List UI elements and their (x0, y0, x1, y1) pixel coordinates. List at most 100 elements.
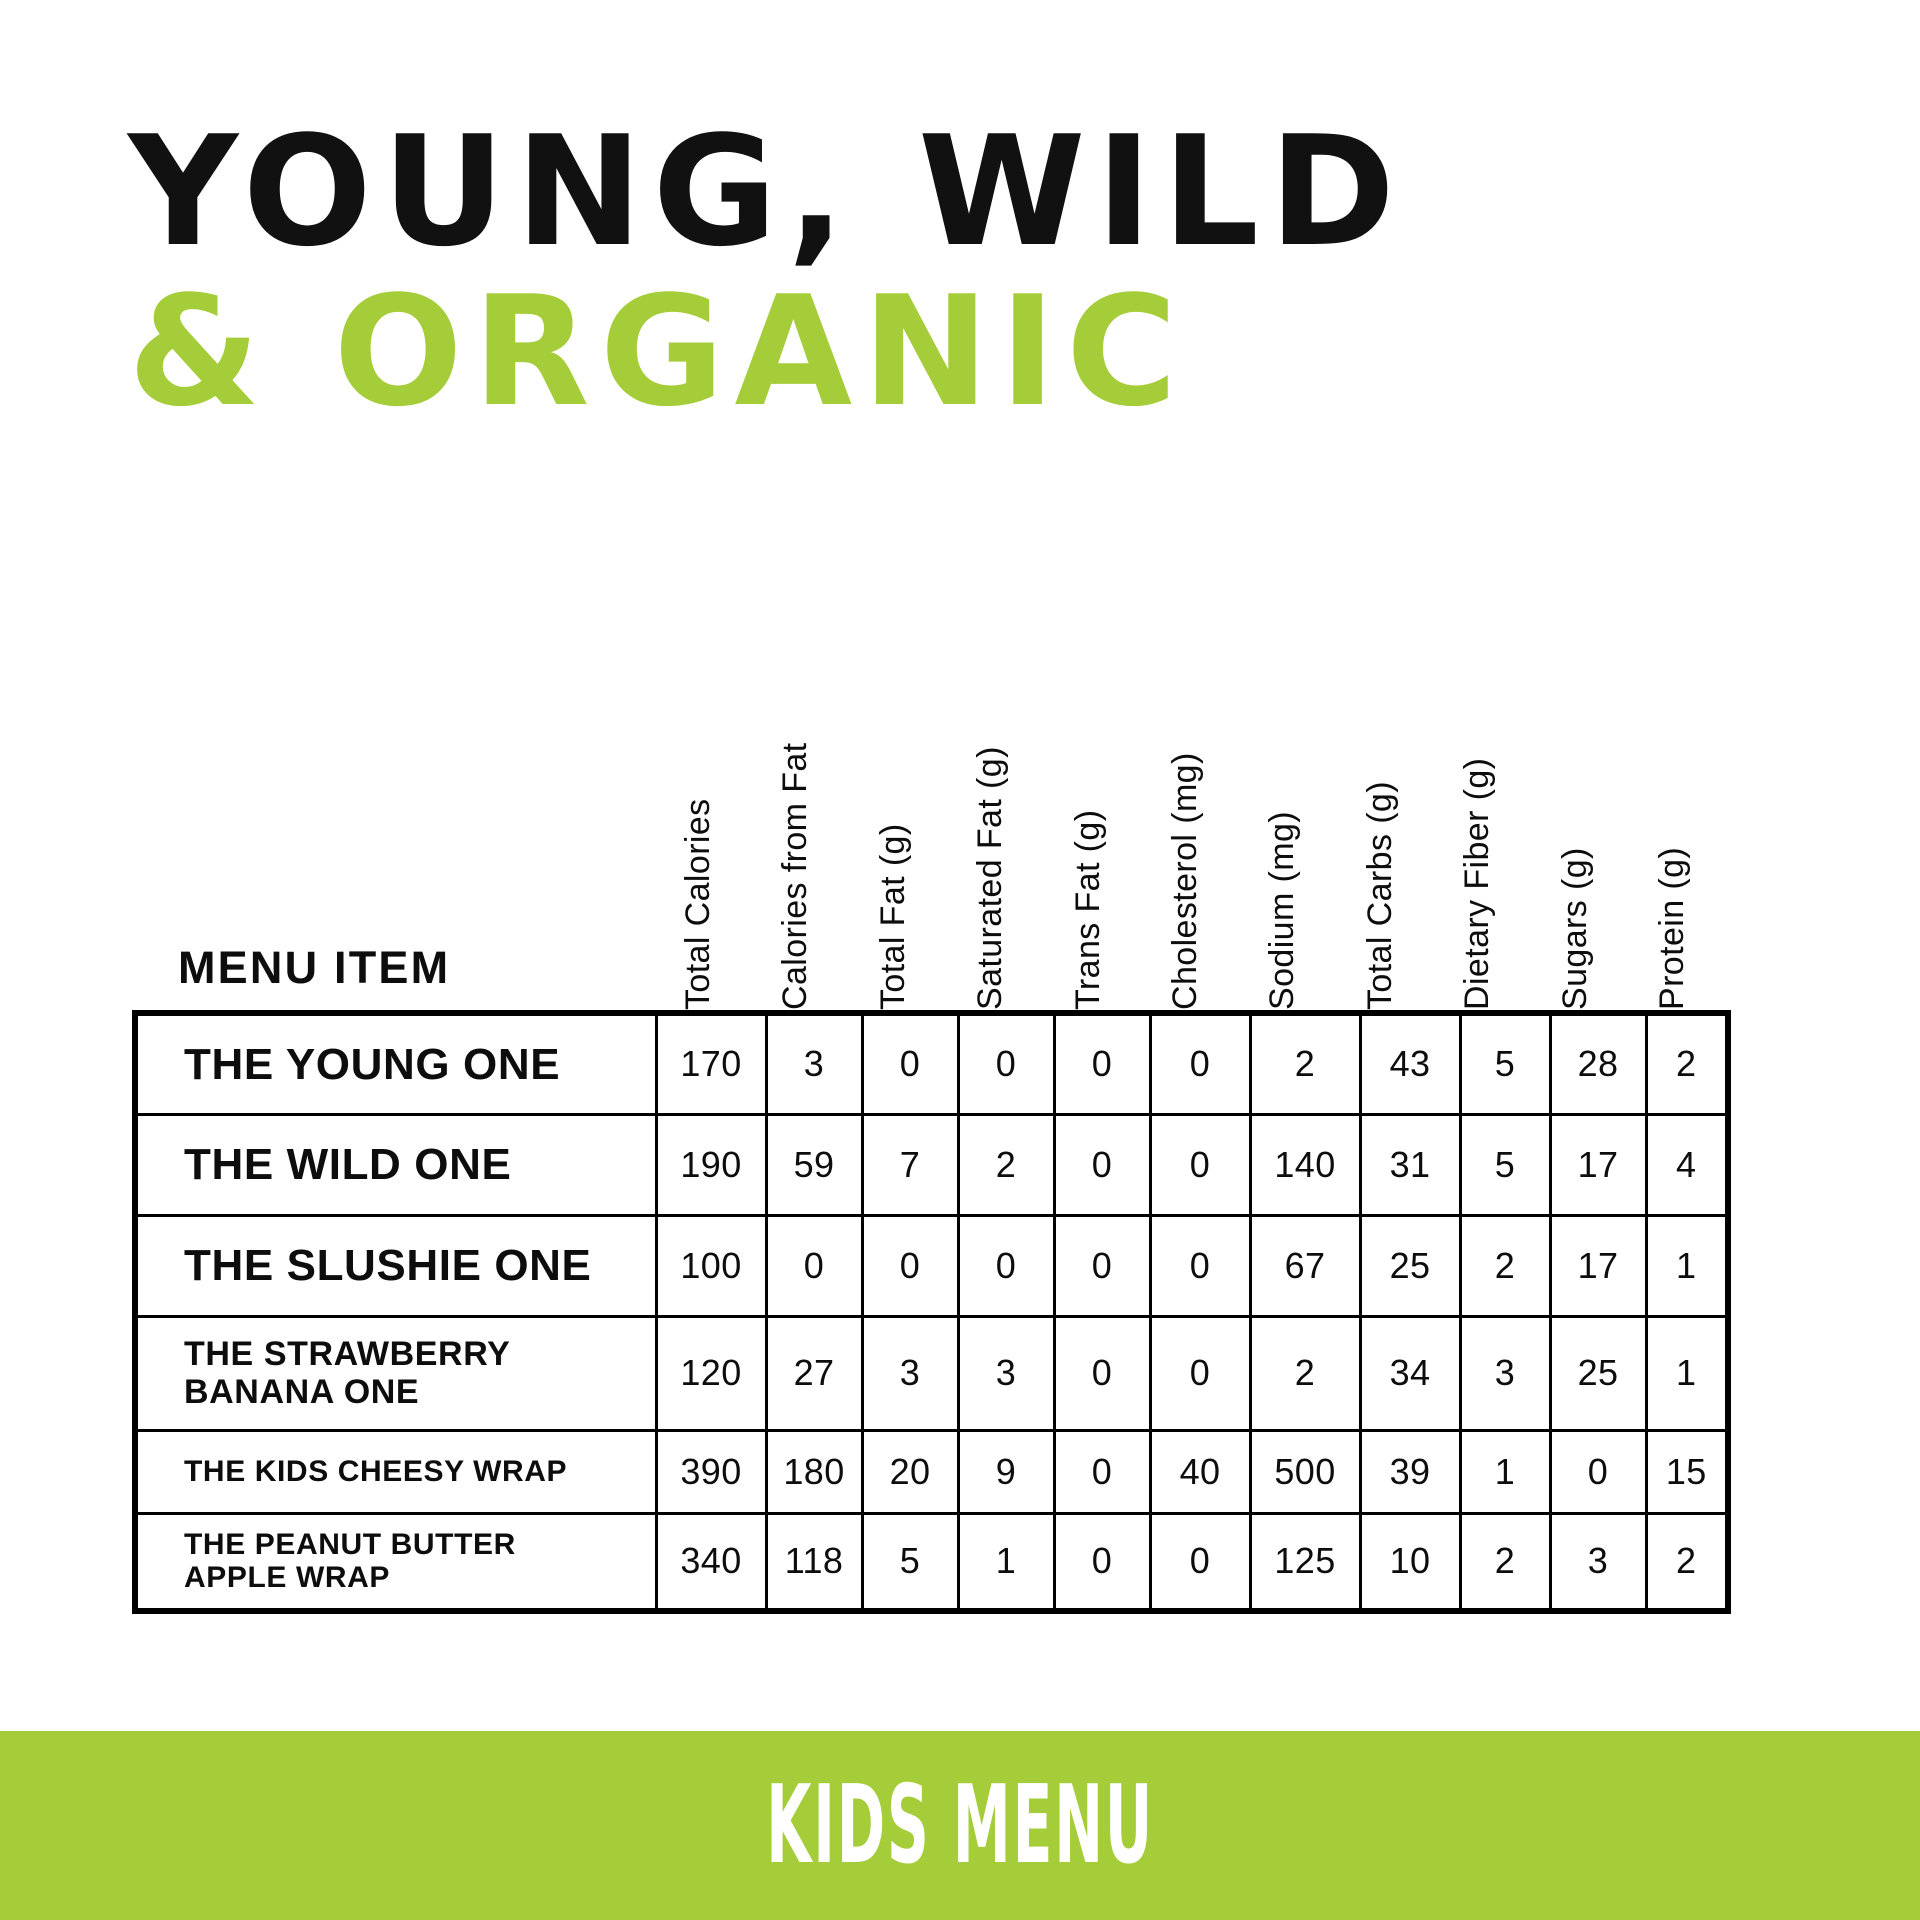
cell-protein: 2 (1644, 1011, 1730, 1116)
cell-saturated-fat: 9 (956, 1428, 1056, 1515)
cell-calories-from-fat: 118 (764, 1511, 864, 1613)
cell-sugars: 17 (1548, 1112, 1648, 1217)
nutrient-column-headers: Total Calories Calories from Fat Total F… (653, 505, 1725, 1010)
cell-protein: 1 (1644, 1213, 1730, 1318)
cell-sugars: 28 (1548, 1011, 1648, 1116)
column-header-saturated-fat: Saturated Fat (g) (945, 505, 1042, 1010)
column-header-sugars: Sugars (g) (1530, 505, 1627, 1010)
cell-total-fat: 0 (860, 1213, 960, 1318)
column-header-trans-fat: Trans Fat (g) (1043, 505, 1140, 1010)
column-header-menu-item: MENU ITEM (178, 942, 451, 993)
column-header-cholesterol: Cholesterol (mg) (1140, 505, 1237, 1010)
menu-item-name-line2: APPLE WRAP (184, 1561, 391, 1595)
column-header-protein: Protein (g) (1628, 505, 1725, 1010)
footer-bar: KIDS MENU (0, 1731, 1920, 1920)
menu-item-name: THE YOUNG ONE (133, 1011, 658, 1116)
column-header-label: Total Carbs (g) (1360, 781, 1399, 1010)
cell-dietary-fiber: 2 (1458, 1213, 1552, 1318)
cell-trans-fat: 0 (1052, 1314, 1152, 1432)
cell-trans-fat: 0 (1052, 1011, 1152, 1116)
cell-total-fat: 20 (860, 1428, 960, 1515)
cell-trans-fat: 0 (1052, 1213, 1152, 1318)
menu-item-name-line1: THE STRAWBERRY (184, 1334, 511, 1373)
column-header-calories-from-fat: Calories from Fat (750, 505, 847, 1010)
cell-cholesterol: 0 (1148, 1213, 1252, 1318)
column-header-total-carbs: Total Carbs (g) (1335, 505, 1432, 1010)
menu-item-name: THE WILD ONE (133, 1112, 658, 1217)
column-header-label: Dietary Fiber (g) (1458, 757, 1497, 1010)
cell-saturated-fat: 0 (956, 1213, 1056, 1318)
column-header-dietary-fiber: Dietary Fiber (g) (1433, 505, 1530, 1010)
cell-dietary-fiber: 3 (1458, 1314, 1552, 1432)
column-header-label: Trans Fat (g) (1068, 809, 1107, 1010)
menu-item-name: THE KIDS CHEESY WRAP (133, 1428, 658, 1515)
cell-sodium: 125 (1248, 1511, 1362, 1613)
cell-total-fat: 5 (860, 1511, 960, 1613)
table-row: THE WILD ONE 190 59 7 2 0 0 140 31 5 17 … (133, 1112, 1730, 1217)
nutrition-table: THE YOUNG ONE 170 3 0 0 0 0 2 43 5 28 2 … (132, 1010, 1731, 1614)
cell-total-fat: 0 (860, 1011, 960, 1116)
cell-total-fat: 3 (860, 1314, 960, 1432)
cell-protein: 1 (1644, 1314, 1730, 1432)
cell-cholesterol: 0 (1148, 1112, 1252, 1217)
cell-saturated-fat: 2 (956, 1112, 1056, 1217)
table-row: THE SLUSHIE ONE 100 0 0 0 0 0 67 25 2 17… (133, 1213, 1730, 1318)
menu-item-name: THE SLUSHIE ONE (133, 1213, 658, 1318)
cell-saturated-fat: 0 (956, 1011, 1056, 1116)
column-header-label: Total Calories (678, 798, 717, 1010)
cell-sodium: 2 (1248, 1314, 1362, 1432)
menu-item-name-line1: THE PEANUT BUTTER (184, 1527, 516, 1561)
cell-dietary-fiber: 2 (1458, 1511, 1552, 1613)
title-line-young-wild: YOUNG, WILD (128, 103, 1406, 280)
cell-total-carbs: 43 (1358, 1011, 1462, 1116)
cell-sodium: 140 (1248, 1112, 1362, 1217)
cell-total-carbs: 25 (1358, 1213, 1462, 1318)
cell-cholesterol: 0 (1148, 1011, 1252, 1116)
cell-total-carbs: 31 (1358, 1112, 1462, 1217)
cell-cholesterol: 40 (1148, 1428, 1252, 1515)
cell-sugars: 3 (1548, 1511, 1648, 1613)
cell-calories-from-fat: 3 (764, 1011, 864, 1116)
column-header-label: Sodium (mg) (1263, 810, 1302, 1010)
cell-calories-from-fat: 180 (764, 1428, 864, 1515)
table-row: THE STRAWBERRY BANANA ONE 120 27 3 3 0 0 … (133, 1314, 1730, 1432)
cell-total-carbs: 34 (1358, 1314, 1462, 1432)
cell-cholesterol: 0 (1148, 1511, 1252, 1613)
cell-total-fat: 7 (860, 1112, 960, 1217)
cell-dietary-fiber: 1 (1458, 1428, 1552, 1515)
footer-label-kids-menu: KIDS MENU (766, 1763, 1154, 1888)
cell-total-calories: 120 (654, 1314, 768, 1432)
cell-total-calories: 100 (654, 1213, 768, 1318)
column-header-label: Total Fat (g) (873, 823, 912, 1010)
cell-cholesterol: 0 (1148, 1314, 1252, 1432)
column-header-label: Calories from Fat (776, 742, 815, 1010)
menu-item-name: THE STRAWBERRY BANANA ONE (133, 1314, 658, 1432)
cell-trans-fat: 0 (1052, 1428, 1152, 1515)
page-title: YOUNG, WILD & ORGANIC (128, 103, 1628, 428)
column-header-total-fat: Total Fat (g) (848, 505, 945, 1010)
cell-protein: 15 (1644, 1428, 1730, 1515)
cell-sugars: 17 (1548, 1213, 1648, 1318)
cell-saturated-fat: 3 (956, 1314, 1056, 1432)
cell-dietary-fiber: 5 (1458, 1011, 1552, 1116)
cell-sugars: 25 (1548, 1314, 1648, 1432)
cell-total-carbs: 39 (1358, 1428, 1462, 1515)
cell-protein: 2 (1644, 1511, 1730, 1613)
cell-sugars: 0 (1548, 1428, 1648, 1515)
cell-sodium: 67 (1248, 1213, 1362, 1318)
cell-saturated-fat: 1 (956, 1511, 1056, 1613)
menu-item-name: THE PEANUT BUTTER APPLE WRAP (133, 1511, 658, 1613)
cell-calories-from-fat: 59 (764, 1112, 864, 1217)
menu-item-name-line2: BANANA ONE (184, 1373, 420, 1411)
table-row: THE YOUNG ONE 170 3 0 0 0 0 2 43 5 28 2 (133, 1011, 1730, 1116)
column-header-total-calories: Total Calories (653, 505, 750, 1010)
cell-protein: 4 (1644, 1112, 1730, 1217)
cell-calories-from-fat: 0 (764, 1213, 864, 1318)
cell-total-calories: 340 (654, 1511, 768, 1613)
cell-sodium: 2 (1248, 1011, 1362, 1116)
cell-sodium: 500 (1248, 1428, 1362, 1515)
cell-total-carbs: 10 (1358, 1511, 1462, 1613)
column-header-label: Saturated Fat (g) (971, 746, 1010, 1010)
cell-total-calories: 390 (654, 1428, 768, 1515)
cell-trans-fat: 0 (1052, 1112, 1152, 1217)
